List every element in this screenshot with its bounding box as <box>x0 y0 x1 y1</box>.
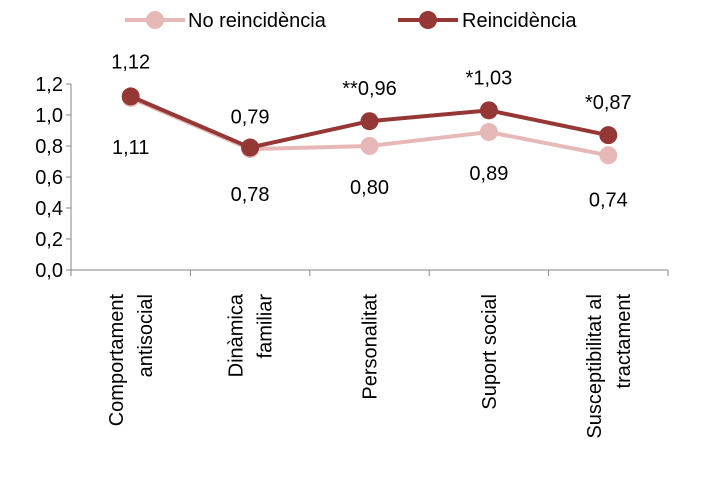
y-axis-ticks: 0,0 0,2 0,4 0,6 0,8 1,0 1,2 <box>35 74 71 282</box>
x-tick-label: Dinàmica <box>226 293 248 377</box>
x-axis-ticks: Comportament antisocial Dinàmica familiar Pe… <box>70 270 669 439</box>
data-label: 1,12 <box>111 51 150 73</box>
data-label: 0,80 <box>350 177 389 199</box>
data-label: 1,11 <box>112 137 149 159</box>
legend-marker <box>419 11 437 29</box>
x-tick-label: Comportament <box>106 294 128 427</box>
data-label: 0,89 <box>469 163 508 185</box>
y-tick-label: 0,2 <box>35 229 63 251</box>
data-point <box>360 112 379 131</box>
data-label: *1,03 <box>466 67 513 89</box>
data-label: *0,87 <box>585 92 632 114</box>
y-tick-label: 1,2 <box>35 74 63 96</box>
data-point <box>479 101 498 120</box>
legend-label: Reincidència <box>462 10 577 32</box>
data-point <box>360 137 379 155</box>
data-label: **0,96 <box>342 78 397 100</box>
data-point <box>599 146 618 165</box>
data-labels: 1,11 0,78 0,80 0,89 0,74 1,12 0,79 **0,96 *1,03 *… <box>111 51 631 211</box>
legend-label: No reincidència <box>188 10 327 32</box>
x-tick-label: Personalitat <box>360 294 382 400</box>
y-tick-label: 1,0 <box>35 105 63 127</box>
x-tick-label: Susceptibilitat al <box>584 294 606 439</box>
y-tick-label: 0,0 <box>35 260 63 282</box>
data-label: 0,74 <box>589 189 628 211</box>
legend: No reincidència Reincidència <box>125 10 577 32</box>
data-label: 0,78 <box>231 184 270 206</box>
data-point <box>479 123 498 142</box>
data-label: 0,79 <box>231 107 270 129</box>
data-point <box>241 138 260 157</box>
data-point <box>121 87 140 106</box>
series-group <box>121 87 618 165</box>
x-tick-label: tractament <box>613 294 635 389</box>
data-point <box>599 126 618 145</box>
x-tick-label: antisocial <box>135 294 157 377</box>
y-tick-label: 0,6 <box>35 167 63 189</box>
legend-marker <box>146 11 164 29</box>
x-tick-label: familiar <box>255 294 277 359</box>
y-tick-label: 0,8 <box>35 136 63 158</box>
y-tick-label: 0,4 <box>35 198 63 220</box>
x-tick-label: Suport social <box>479 294 501 410</box>
